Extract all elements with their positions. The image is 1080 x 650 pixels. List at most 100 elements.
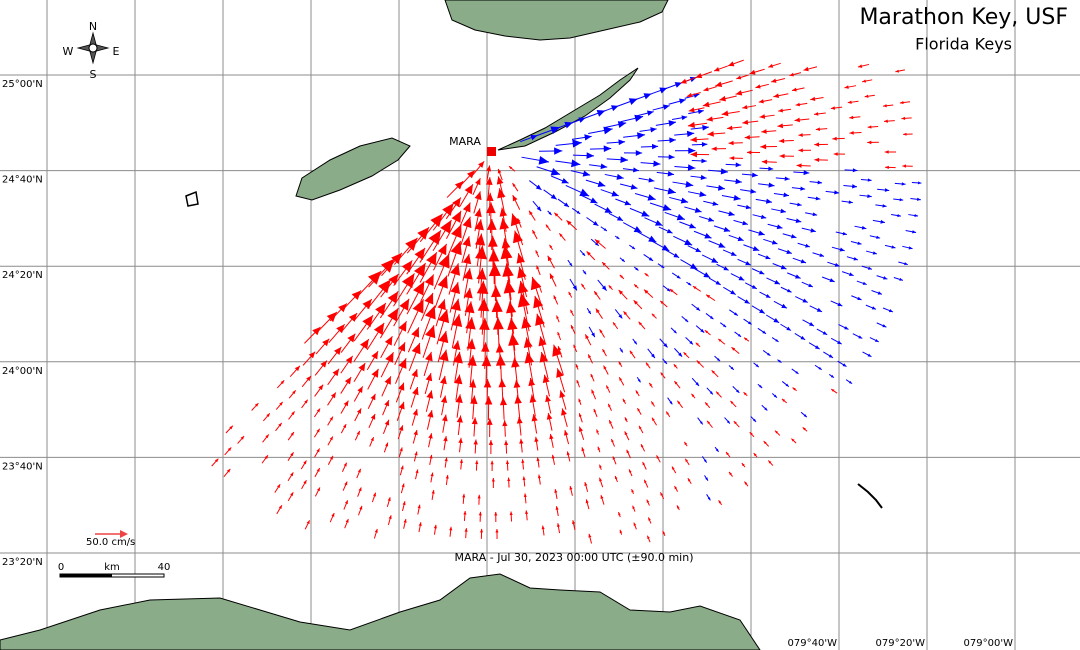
vector-head [549, 273, 555, 280]
vector-head [573, 344, 577, 349]
vector-head [318, 384, 324, 391]
vector-head [601, 285, 607, 291]
florida-mainland [444, 0, 669, 41]
vector-head [728, 61, 735, 67]
vector-head [399, 298, 410, 311]
vector-head [714, 67, 720, 72]
vector-head [595, 242, 599, 246]
vector-head [316, 468, 320, 472]
vector-head [719, 95, 727, 102]
vector-head [329, 416, 333, 421]
vector-head [312, 327, 321, 336]
vector-head [695, 247, 701, 252]
vector-head [578, 398, 582, 402]
vector-head [486, 418, 493, 425]
vector-head [633, 341, 637, 345]
vector-head [591, 332, 595, 338]
vector-head [844, 85, 849, 89]
vector-head [699, 421, 703, 425]
vector-head [603, 145, 612, 153]
vector-head [449, 526, 453, 531]
vector-head [426, 252, 437, 266]
vector-head [790, 234, 797, 239]
land [0, 0, 883, 650]
vector-head [343, 424, 347, 429]
vector-head [414, 247, 426, 260]
vector-head [832, 136, 837, 141]
vector-head [797, 202, 802, 207]
lon-label: 079°40'W [788, 638, 838, 649]
vector-head [450, 263, 461, 276]
vector-head [429, 454, 433, 459]
vector-head [883, 104, 887, 108]
vector-head [425, 351, 433, 362]
vector-head [593, 408, 597, 413]
vector-head [760, 214, 767, 219]
vector-head [763, 441, 767, 445]
vector-head [780, 208, 786, 214]
vector-head [475, 245, 488, 260]
vector-head [316, 428, 320, 433]
vector-head [581, 447, 585, 452]
vector-head [834, 190, 840, 195]
vector-head [795, 370, 799, 374]
vector-head [384, 419, 390, 426]
vector-head [563, 202, 569, 207]
vector-head [867, 140, 872, 145]
vector-head [796, 163, 802, 168]
vector-head [331, 513, 335, 517]
vector-head [662, 530, 666, 535]
vector-head [831, 389, 835, 392]
vector-head [535, 184, 542, 190]
vector-head [690, 136, 697, 143]
vector-head [467, 170, 475, 179]
vector-head [530, 134, 538, 141]
vector-head [704, 330, 708, 334]
vector-head [264, 455, 268, 459]
vector-head [738, 275, 745, 281]
vector-head [566, 451, 570, 456]
vector-head [680, 197, 689, 204]
vector-head [800, 186, 806, 191]
vector-head [614, 475, 618, 480]
vector-head [430, 213, 443, 228]
vector-head [438, 309, 450, 324]
vector-head [554, 489, 558, 493]
vector-head [779, 153, 785, 159]
vector-head [428, 433, 433, 439]
vector-head [794, 117, 800, 123]
vector-head [575, 364, 579, 368]
vector-head [708, 217, 714, 222]
vector-head [620, 156, 629, 164]
vector-head [635, 150, 643, 156]
vector-head [454, 181, 464, 190]
vector-head [431, 490, 435, 494]
vector-head [877, 291, 882, 295]
vector-head [882, 324, 887, 328]
vector-head [294, 365, 300, 372]
vector-head [344, 377, 352, 385]
vector-head [618, 139, 626, 146]
vector-head [496, 176, 504, 185]
vector-head [637, 132, 646, 140]
vector-head [786, 326, 791, 331]
vector-head [265, 434, 269, 439]
vector-head [648, 517, 651, 521]
vector-head [686, 130, 695, 138]
vector-head [650, 353, 655, 359]
vector-head [642, 461, 646, 466]
vector-head [618, 314, 623, 319]
vector-head [474, 233, 486, 246]
vector-head [676, 275, 681, 279]
vector-head [744, 481, 748, 485]
vector-head [464, 528, 468, 532]
vector-head [584, 134, 592, 141]
vector-head [500, 245, 513, 260]
vector-head [676, 505, 680, 509]
vector-head [586, 152, 594, 159]
vector-head [463, 287, 473, 299]
vector-head [634, 114, 644, 122]
vector-head [685, 181, 694, 188]
vector-head [706, 116, 713, 122]
vector-head [792, 387, 796, 391]
